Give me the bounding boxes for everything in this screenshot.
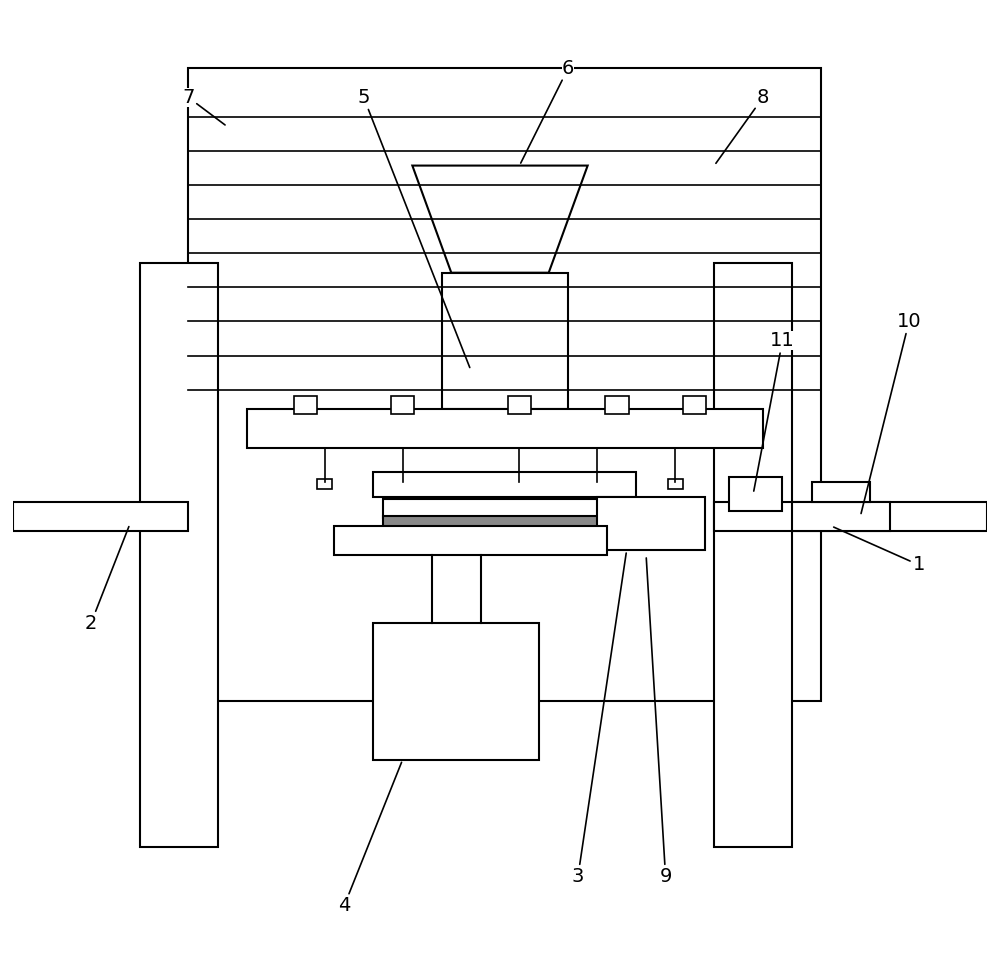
Bar <box>683 396 706 414</box>
Bar <box>668 479 683 489</box>
Bar <box>605 396 629 414</box>
Bar <box>812 482 870 502</box>
Bar <box>714 263 792 847</box>
Bar <box>188 68 821 701</box>
Bar <box>373 623 539 760</box>
Polygon shape <box>412 166 588 273</box>
Text: 6: 6 <box>521 58 574 163</box>
Bar <box>317 479 332 489</box>
Bar <box>395 479 410 489</box>
Bar <box>391 396 414 414</box>
Text: 9: 9 <box>646 558 672 886</box>
Bar <box>140 263 218 847</box>
Text: 1: 1 <box>834 527 925 575</box>
Text: 4: 4 <box>338 763 402 916</box>
Bar <box>714 502 987 531</box>
Text: 10: 10 <box>861 312 921 513</box>
Bar <box>294 396 317 414</box>
Bar <box>442 273 568 409</box>
Bar <box>590 479 605 489</box>
Bar <box>512 479 527 489</box>
Bar <box>383 499 627 518</box>
Bar <box>508 396 531 414</box>
Bar <box>792 502 890 531</box>
Text: 2: 2 <box>85 527 129 633</box>
Text: 7: 7 <box>182 88 225 125</box>
Text: 5: 5 <box>357 88 470 367</box>
Bar <box>729 477 782 511</box>
Bar <box>247 409 763 448</box>
Bar <box>334 526 607 555</box>
Bar <box>373 472 636 497</box>
Bar <box>597 497 705 550</box>
Text: 3: 3 <box>572 553 626 886</box>
Bar <box>13 502 188 531</box>
Bar <box>383 516 627 528</box>
Text: 8: 8 <box>716 88 769 164</box>
Text: 11: 11 <box>754 331 795 491</box>
